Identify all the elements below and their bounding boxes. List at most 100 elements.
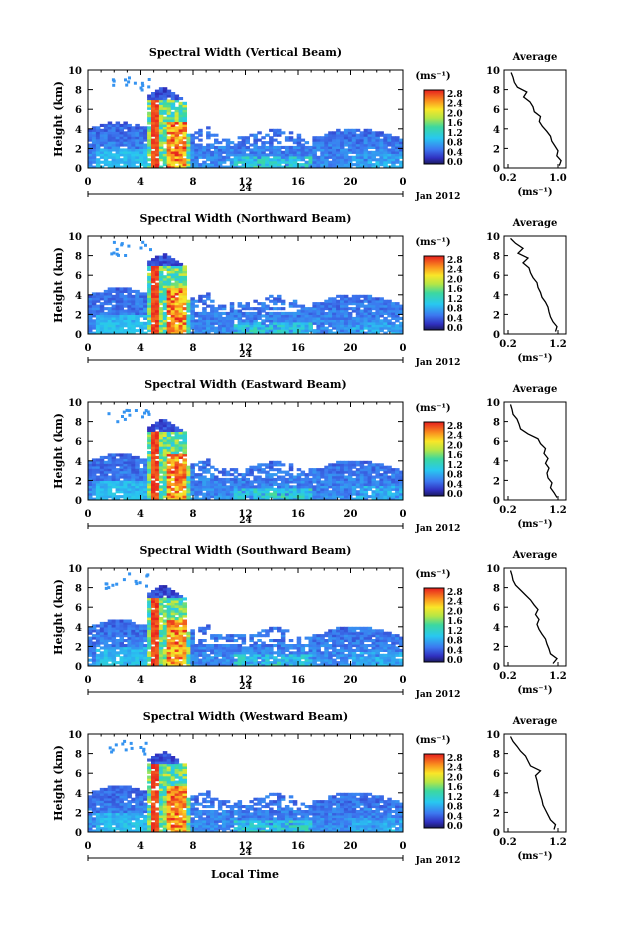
heatmap-cell (162, 629, 168, 633)
heatmap-cell (277, 331, 282, 334)
heatmap-cell (336, 490, 341, 494)
heatmap-cell (253, 148, 258, 152)
heatmap-cell (371, 477, 376, 481)
heatmap-cell (324, 648, 329, 652)
heatmap-cell (202, 661, 207, 665)
heatmap-cell (332, 163, 337, 167)
heatmap-cell (115, 463, 121, 467)
heatmap-cell (111, 311, 117, 315)
heatmap-cell (308, 646, 313, 650)
heatmap-cell (257, 153, 262, 157)
heatmap-cell (190, 482, 195, 486)
heatmap-cell (383, 321, 388, 325)
heatmap-cell (347, 482, 353, 486)
heatmap-cell (162, 262, 168, 266)
heatmap-cell (206, 165, 211, 168)
heatmap-cell (115, 470, 121, 474)
heatmap-cell (284, 653, 290, 657)
heatmap-cell (103, 648, 109, 652)
heatmap-cell (237, 165, 243, 168)
heatmap-cell (363, 307, 369, 311)
heatmap-cell (115, 477, 121, 481)
heatmap-cell (277, 644, 282, 648)
heatmap-cell (257, 470, 262, 474)
heatmap-cell (107, 294, 113, 298)
heatmap-cell (178, 275, 184, 279)
heatmap-cell (154, 282, 160, 286)
heatmap-cell (210, 316, 215, 320)
heatmap-cell (119, 128, 124, 132)
heatmap-cell (115, 482, 121, 486)
heatmap-cell (190, 145, 195, 149)
heatmap-cell (210, 165, 215, 168)
avg-y-tick-label: 6 (493, 437, 500, 448)
heatmap-cell (288, 326, 294, 330)
heatmap-cell (154, 448, 160, 452)
heatmap-cell (182, 145, 187, 149)
heatmap-cell (170, 326, 176, 330)
heatmap-cell (131, 621, 136, 625)
heatmap-cell (166, 158, 172, 162)
heatmap-cell (367, 487, 373, 491)
heatmap-cell (280, 480, 286, 484)
heatmap-cell (119, 287, 124, 291)
heatmap-cell (174, 448, 180, 452)
heatmap-cell (151, 260, 156, 264)
heatmap-cell (206, 663, 211, 666)
heatmap-cell (210, 658, 215, 662)
heatmap-cell (265, 485, 270, 489)
heatmap-cell (135, 148, 140, 152)
heatmap-cell (139, 460, 144, 464)
heatmap-cell (182, 468, 187, 472)
heatmap-cell (182, 602, 187, 606)
heatmap-cell (273, 658, 278, 662)
heatmap-cell (214, 321, 219, 325)
heatmap-cell (147, 94, 152, 98)
heatmap-cell (383, 163, 388, 167)
heatmap-cell (395, 311, 400, 315)
heatmap-cell (162, 141, 168, 145)
heatmap-cell (300, 326, 306, 330)
heatmap-cell (135, 468, 140, 472)
heatmap-cell (182, 321, 187, 325)
heatmap-cell (111, 133, 117, 137)
heatmap-cell (119, 314, 124, 318)
heatmap-cell (277, 641, 282, 645)
heatmap-cell (312, 143, 317, 147)
heatmap-cell (280, 631, 286, 635)
heatmap-cell (214, 656, 219, 660)
heatmap-cell (139, 246, 143, 250)
heatmap-cell (277, 661, 282, 665)
heatmap-cell (288, 302, 294, 306)
heatmap-cell (170, 602, 176, 606)
heatmap-cell (229, 309, 235, 313)
heatmap-cell (355, 138, 361, 142)
colorbar-tick-label: 2.8 (447, 90, 463, 100)
heatmap-cell (269, 477, 274, 481)
heatmap-cell (178, 153, 184, 157)
heatmap-cell (194, 485, 199, 489)
heatmap-cell (162, 661, 168, 665)
heatmap-cell (115, 644, 121, 648)
heatmap-cell (158, 275, 164, 279)
heatmap-cell (351, 141, 357, 145)
heatmap-cell (284, 138, 290, 142)
heatmap-cell (210, 324, 215, 328)
colorbar-tick-label: 0.4 (447, 480, 463, 490)
heatmap-cell (328, 329, 333, 333)
heatmap-cell (257, 475, 262, 479)
heatmap-cell (135, 123, 140, 127)
heatmap-cell (367, 131, 373, 135)
heatmap-cell (320, 661, 325, 665)
heatmap-cell (151, 626, 156, 630)
heatmap-cell (147, 492, 152, 496)
heatmap-cell (371, 143, 376, 147)
heatmap-cell (399, 480, 403, 484)
heatmap-cell (182, 604, 187, 608)
heatmap-cell (190, 321, 195, 325)
heatmap-cell (300, 304, 306, 308)
heatmap-cell (107, 292, 113, 296)
heatmap-cell (127, 287, 132, 291)
heatmap-cell (347, 324, 353, 328)
heatmap-cell (127, 480, 132, 484)
